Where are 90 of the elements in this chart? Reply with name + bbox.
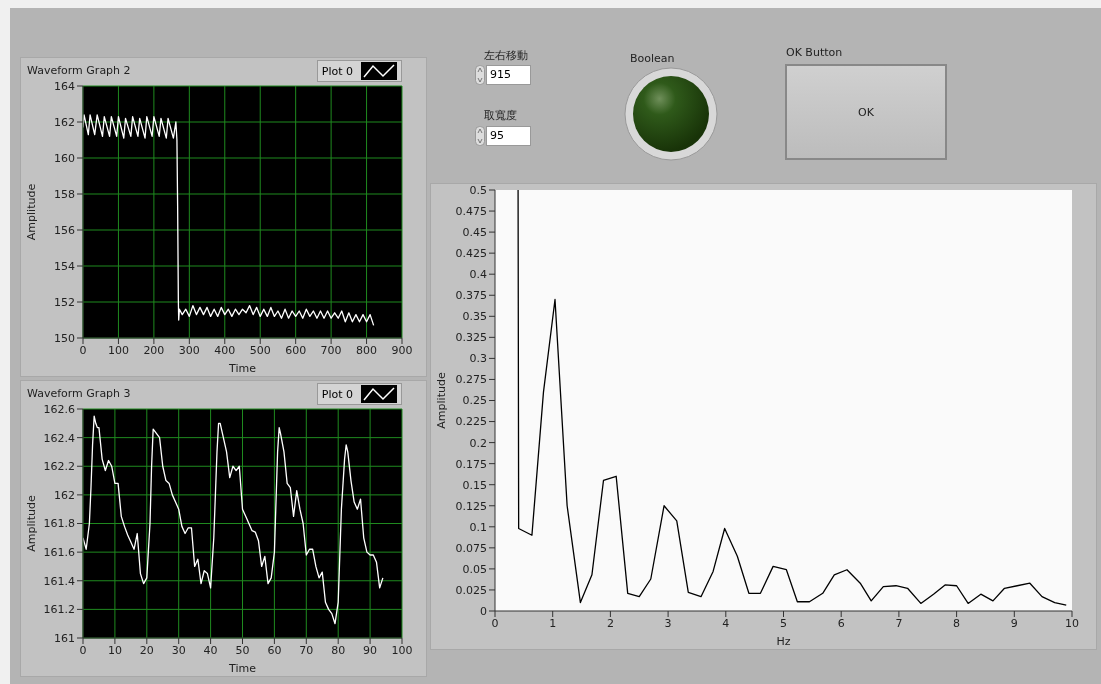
- text: Boolean: [630, 52, 675, 65]
- x-tick-label: 40: [203, 643, 218, 657]
- line-series: [83, 415, 384, 625]
- x-tick-label: 2: [606, 616, 614, 630]
- x-tick-label: 600: [285, 343, 307, 357]
- y-tick-label: 162.6: [43, 402, 75, 416]
- y-tick-label: 158: [54, 187, 75, 201]
- x-tick-label: 100: [391, 643, 413, 657]
- y-axis-title: Amplitude: [24, 495, 38, 552]
- x-tick-label: 3: [664, 616, 672, 630]
- y-tick-label: 0.2: [469, 436, 487, 450]
- x-tick-label: 20: [139, 643, 154, 657]
- x-tick-label: 7: [895, 616, 903, 630]
- y-tick-label: 162: [54, 488, 75, 502]
- y-tick-label: 161.4: [43, 574, 75, 588]
- x-tick-label: 10: [107, 643, 122, 657]
- y-tick-label: 0.45: [462, 226, 487, 240]
- y-tick-label: 150: [54, 331, 75, 345]
- y-tick-label: 0: [480, 604, 487, 618]
- text: 95: [486, 126, 531, 146]
- y-tick-label: 161.8: [43, 517, 75, 531]
- x-tick-label: 1: [549, 616, 557, 630]
- y-tick-label: 0.15: [462, 478, 487, 492]
- y-tick-label: 161.6: [43, 546, 75, 560]
- y-tick-label: 162.4: [43, 431, 75, 445]
- y-axis-title: Amplitude: [434, 372, 448, 429]
- y-tick-label: 0.25: [462, 394, 487, 408]
- x-tick-label: 500: [249, 343, 271, 357]
- y-tick-label: 161: [54, 631, 75, 645]
- y-tick-label: 0.5: [469, 183, 487, 197]
- text: 915: [486, 65, 531, 85]
- text: OK Button: [786, 46, 843, 59]
- y-tick-label: 0.025: [455, 583, 487, 597]
- x-tick-label: 30: [171, 643, 186, 657]
- y-tick-label: 0.425: [455, 247, 487, 261]
- y-tick-label: 0.375: [455, 289, 487, 303]
- text: 左右移動: [484, 48, 528, 63]
- x-tick-label: 400: [214, 343, 236, 357]
- x-axis-title: Time: [228, 662, 257, 675]
- x-tick-label: 50: [235, 643, 250, 657]
- text: 取寬度: [484, 108, 517, 123]
- y-tick-label: 152: [54, 295, 75, 309]
- x-tick-label: 0: [79, 643, 87, 657]
- x-tick-label: 0: [79, 343, 87, 357]
- y-tick-label: 0.225: [455, 415, 487, 429]
- y-tick-label: 0.075: [455, 541, 487, 555]
- y-tick-label: 154: [54, 259, 75, 273]
- x-tick-label: 9: [1010, 616, 1018, 630]
- y-tick-label: 0.175: [455, 457, 487, 471]
- x-tick-label: 0: [491, 616, 499, 630]
- x-tick-label: 8: [953, 616, 961, 630]
- x-tick-label: 70: [299, 643, 314, 657]
- x-tick-label: 5: [780, 616, 787, 630]
- x-tick-label: 800: [356, 343, 378, 357]
- x-tick-label: 700: [320, 343, 342, 357]
- x-tick-label: 60: [267, 643, 282, 657]
- y-tick-label: 0.125: [455, 499, 487, 513]
- y-tick-label: 162.2: [43, 460, 75, 474]
- y-tick-label: 0.325: [455, 331, 487, 345]
- legend-label: Plot 0: [321, 387, 353, 401]
- y-tick-label: 0.475: [455, 204, 487, 218]
- x-tick-label: 80: [331, 643, 346, 657]
- y-tick-label: 0.275: [455, 373, 487, 387]
- y-tick-label: 164: [54, 79, 75, 93]
- y-tick-label: 0.1: [469, 520, 487, 534]
- y-tick-label: 0.35: [462, 310, 487, 324]
- y-tick-label: 162: [54, 115, 75, 129]
- push-button: OK: [785, 64, 947, 160]
- x-tick-label: 300: [178, 343, 200, 357]
- y-tick-label: 0.05: [462, 562, 487, 576]
- x-axis-title: Hz: [776, 635, 791, 648]
- x-tick-label: 4: [722, 616, 730, 630]
- line-series: [83, 114, 375, 327]
- y-axis-title: Amplitude: [24, 183, 38, 241]
- chart-title: Waveform Graph 2: [27, 64, 131, 77]
- x-tick-label: 100: [107, 343, 129, 357]
- x-tick-label: 90: [363, 643, 378, 657]
- line-series: [517, 190, 1067, 606]
- x-tick-label: 200: [143, 343, 165, 357]
- x-tick-label: 6: [837, 616, 845, 630]
- x-tick-label: 10: [1065, 616, 1079, 630]
- y-tick-label: 156: [54, 223, 75, 237]
- y-tick-label: 161.2: [43, 603, 75, 617]
- y-tick-label: 0.4: [469, 268, 487, 282]
- legend-label: Plot 0: [321, 64, 353, 78]
- x-tick-label: 900: [391, 343, 413, 357]
- y-tick-label: 160: [54, 151, 75, 165]
- chart-title: Waveform Graph 3: [27, 387, 131, 400]
- x-axis-title: Time: [228, 362, 257, 375]
- y-tick-label: 0.3: [469, 352, 487, 366]
